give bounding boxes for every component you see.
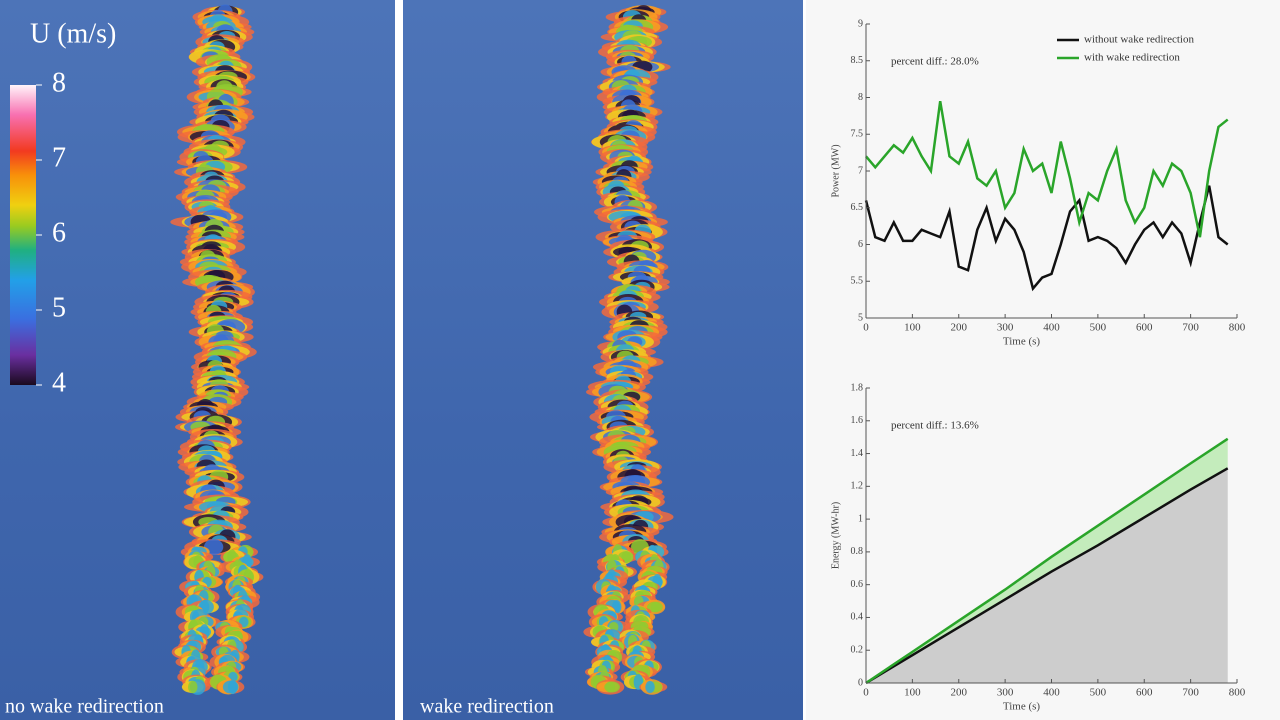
y-tick-label: 0 — [858, 677, 863, 688]
wake-plumes — [170, 4, 674, 695]
x-tick-label: 100 — [904, 687, 921, 699]
y-tick-label: 5.5 — [851, 276, 864, 287]
x-axis-label: Time (s) — [1003, 336, 1041, 348]
plume-blob — [187, 680, 198, 694]
x-tick-label: 300 — [997, 687, 1014, 699]
y-tick-label: 6.5 — [851, 202, 864, 213]
y-tick-label: 0.8 — [851, 546, 864, 557]
series-line — [865, 437, 1229, 685]
y-tick-label: 1.4 — [851, 448, 864, 459]
x-tick-label: 500 — [1090, 687, 1107, 699]
colorbar-tick-label: 5 — [52, 292, 66, 323]
legend-label: without wake redirection — [1084, 34, 1194, 46]
y-tick-label: 1.2 — [851, 481, 864, 492]
y-tick-label: 9 — [858, 18, 863, 29]
chart: 5 5.5 6 6.5 7 7.5 8 8.5 9 0 100 200 300 400 500 600 700 8… — [830, 18, 1245, 347]
plume-blob — [605, 681, 616, 693]
colorbar-tick-label: 8 — [52, 67, 66, 98]
y-tick-label: 0.4 — [851, 612, 864, 623]
x-tick-label: 200 — [951, 687, 968, 699]
colorbar-tick-label: 4 — [52, 367, 66, 398]
y-tick-label: 8 — [858, 92, 863, 103]
x-tick-label: 600 — [1136, 322, 1153, 334]
annotation: percent diff.: 28.0% — [891, 56, 979, 68]
panel-label: no wake redirection — [5, 696, 164, 718]
x-tick-label: 800 — [1229, 322, 1246, 334]
y-tick-label: 1.6 — [851, 415, 864, 426]
series-line — [865, 467, 1229, 685]
y-axis-label: Energy (MW-hr) — [830, 502, 841, 569]
x-tick-label: 700 — [1182, 687, 1199, 699]
x-tick-label: 100 — [904, 322, 921, 334]
y-tick-label: 0.6 — [851, 579, 864, 590]
x-tick-label: 200 — [951, 322, 968, 334]
y-tick-label: 7.5 — [851, 129, 864, 140]
series-line — [865, 100, 1229, 238]
x-tick-label: 500 — [1090, 322, 1107, 334]
plume-blob — [228, 679, 238, 695]
annotation: percent diff.: 13.6% — [891, 420, 979, 432]
x-tick-label: 400 — [1043, 687, 1060, 699]
x-tick-label: 400 — [1043, 322, 1060, 334]
y-tick-label: 7 — [858, 165, 863, 176]
x-tick-label: 700 — [1182, 322, 1199, 334]
x-tick-label: 300 — [997, 322, 1014, 334]
x-tick-label: 0 — [863, 322, 869, 334]
colorbar — [10, 85, 36, 385]
y-tick-label: 1 — [858, 513, 863, 524]
plume-blob — [621, 551, 632, 563]
colorbar-tick-label: 6 — [52, 217, 66, 248]
colorbar-tick-label: 7 — [52, 142, 66, 173]
x-tick-label: 600 — [1136, 687, 1153, 699]
y-axis-label: Power (MW) — [830, 144, 841, 197]
x-axis-label: Time (s) — [1003, 701, 1041, 713]
x-tick-label: 800 — [1229, 687, 1246, 699]
plume-blob — [645, 680, 655, 694]
panel-label: wake redirection — [420, 696, 554, 718]
y-tick-label: 0.2 — [851, 645, 864, 656]
y-tick-label: 1.8 — [851, 382, 864, 393]
plume-blob — [650, 601, 661, 613]
series-line — [864, 185, 1229, 292]
legend-label: with wake redirection — [1084, 52, 1180, 64]
chart: 0 0.2 0.4 0.6 0.8 1 1.2 1.4 1.6 1.8 0 100 200 300 400 5… — [830, 382, 1245, 712]
y-tick-label: 8.5 — [851, 55, 864, 66]
y-tick-label: 6 — [858, 239, 863, 250]
y-tick-label: 5 — [858, 312, 863, 323]
colorbar-title: U (m/s) — [30, 18, 116, 49]
x-tick-label: 0 — [863, 687, 869, 699]
